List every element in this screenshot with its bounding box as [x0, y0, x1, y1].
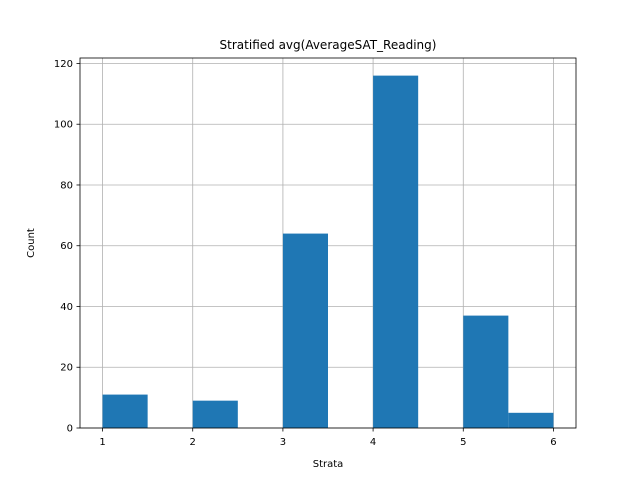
- histogram-bar: [282, 233, 328, 428]
- histogram-bar: [508, 412, 554, 428]
- y-axis-label: Count: [26, 228, 37, 258]
- y-tick-label: 80: [60, 180, 73, 191]
- plot-frame: [79, 57, 577, 429]
- y-axis-ticks: 0 20 40 60 80 100 120: [54, 59, 80, 435]
- grid-lines: [80, 58, 576, 429]
- x-tick-label: 3: [280, 437, 286, 448]
- x-tick-label: 2: [190, 437, 196, 448]
- y-tick-label: 120: [54, 59, 73, 70]
- y-tick-label: 40: [60, 302, 73, 313]
- y-tick-label: 0: [67, 424, 73, 435]
- x-axis-ticks: 1 2 3 4 5 6: [99, 428, 557, 448]
- x-axis-label: Strata: [313, 459, 344, 470]
- x-tick-label: 4: [370, 437, 376, 448]
- histogram-bar: [463, 315, 509, 428]
- x-tick-label: 6: [550, 437, 556, 448]
- histogram-bar: [192, 400, 238, 428]
- y-tick-label: 100: [54, 120, 73, 131]
- histogram-bar: [102, 394, 148, 428]
- y-tick-label: 20: [60, 363, 73, 374]
- chart-title: Stratified avg(AverageSAT_Reading): [220, 38, 437, 52]
- histogram-bar: [373, 75, 419, 428]
- y-tick-label: 60: [60, 241, 73, 252]
- x-tick-label: 1: [99, 437, 105, 448]
- bars: [102, 75, 554, 428]
- x-tick-label: 5: [460, 437, 466, 448]
